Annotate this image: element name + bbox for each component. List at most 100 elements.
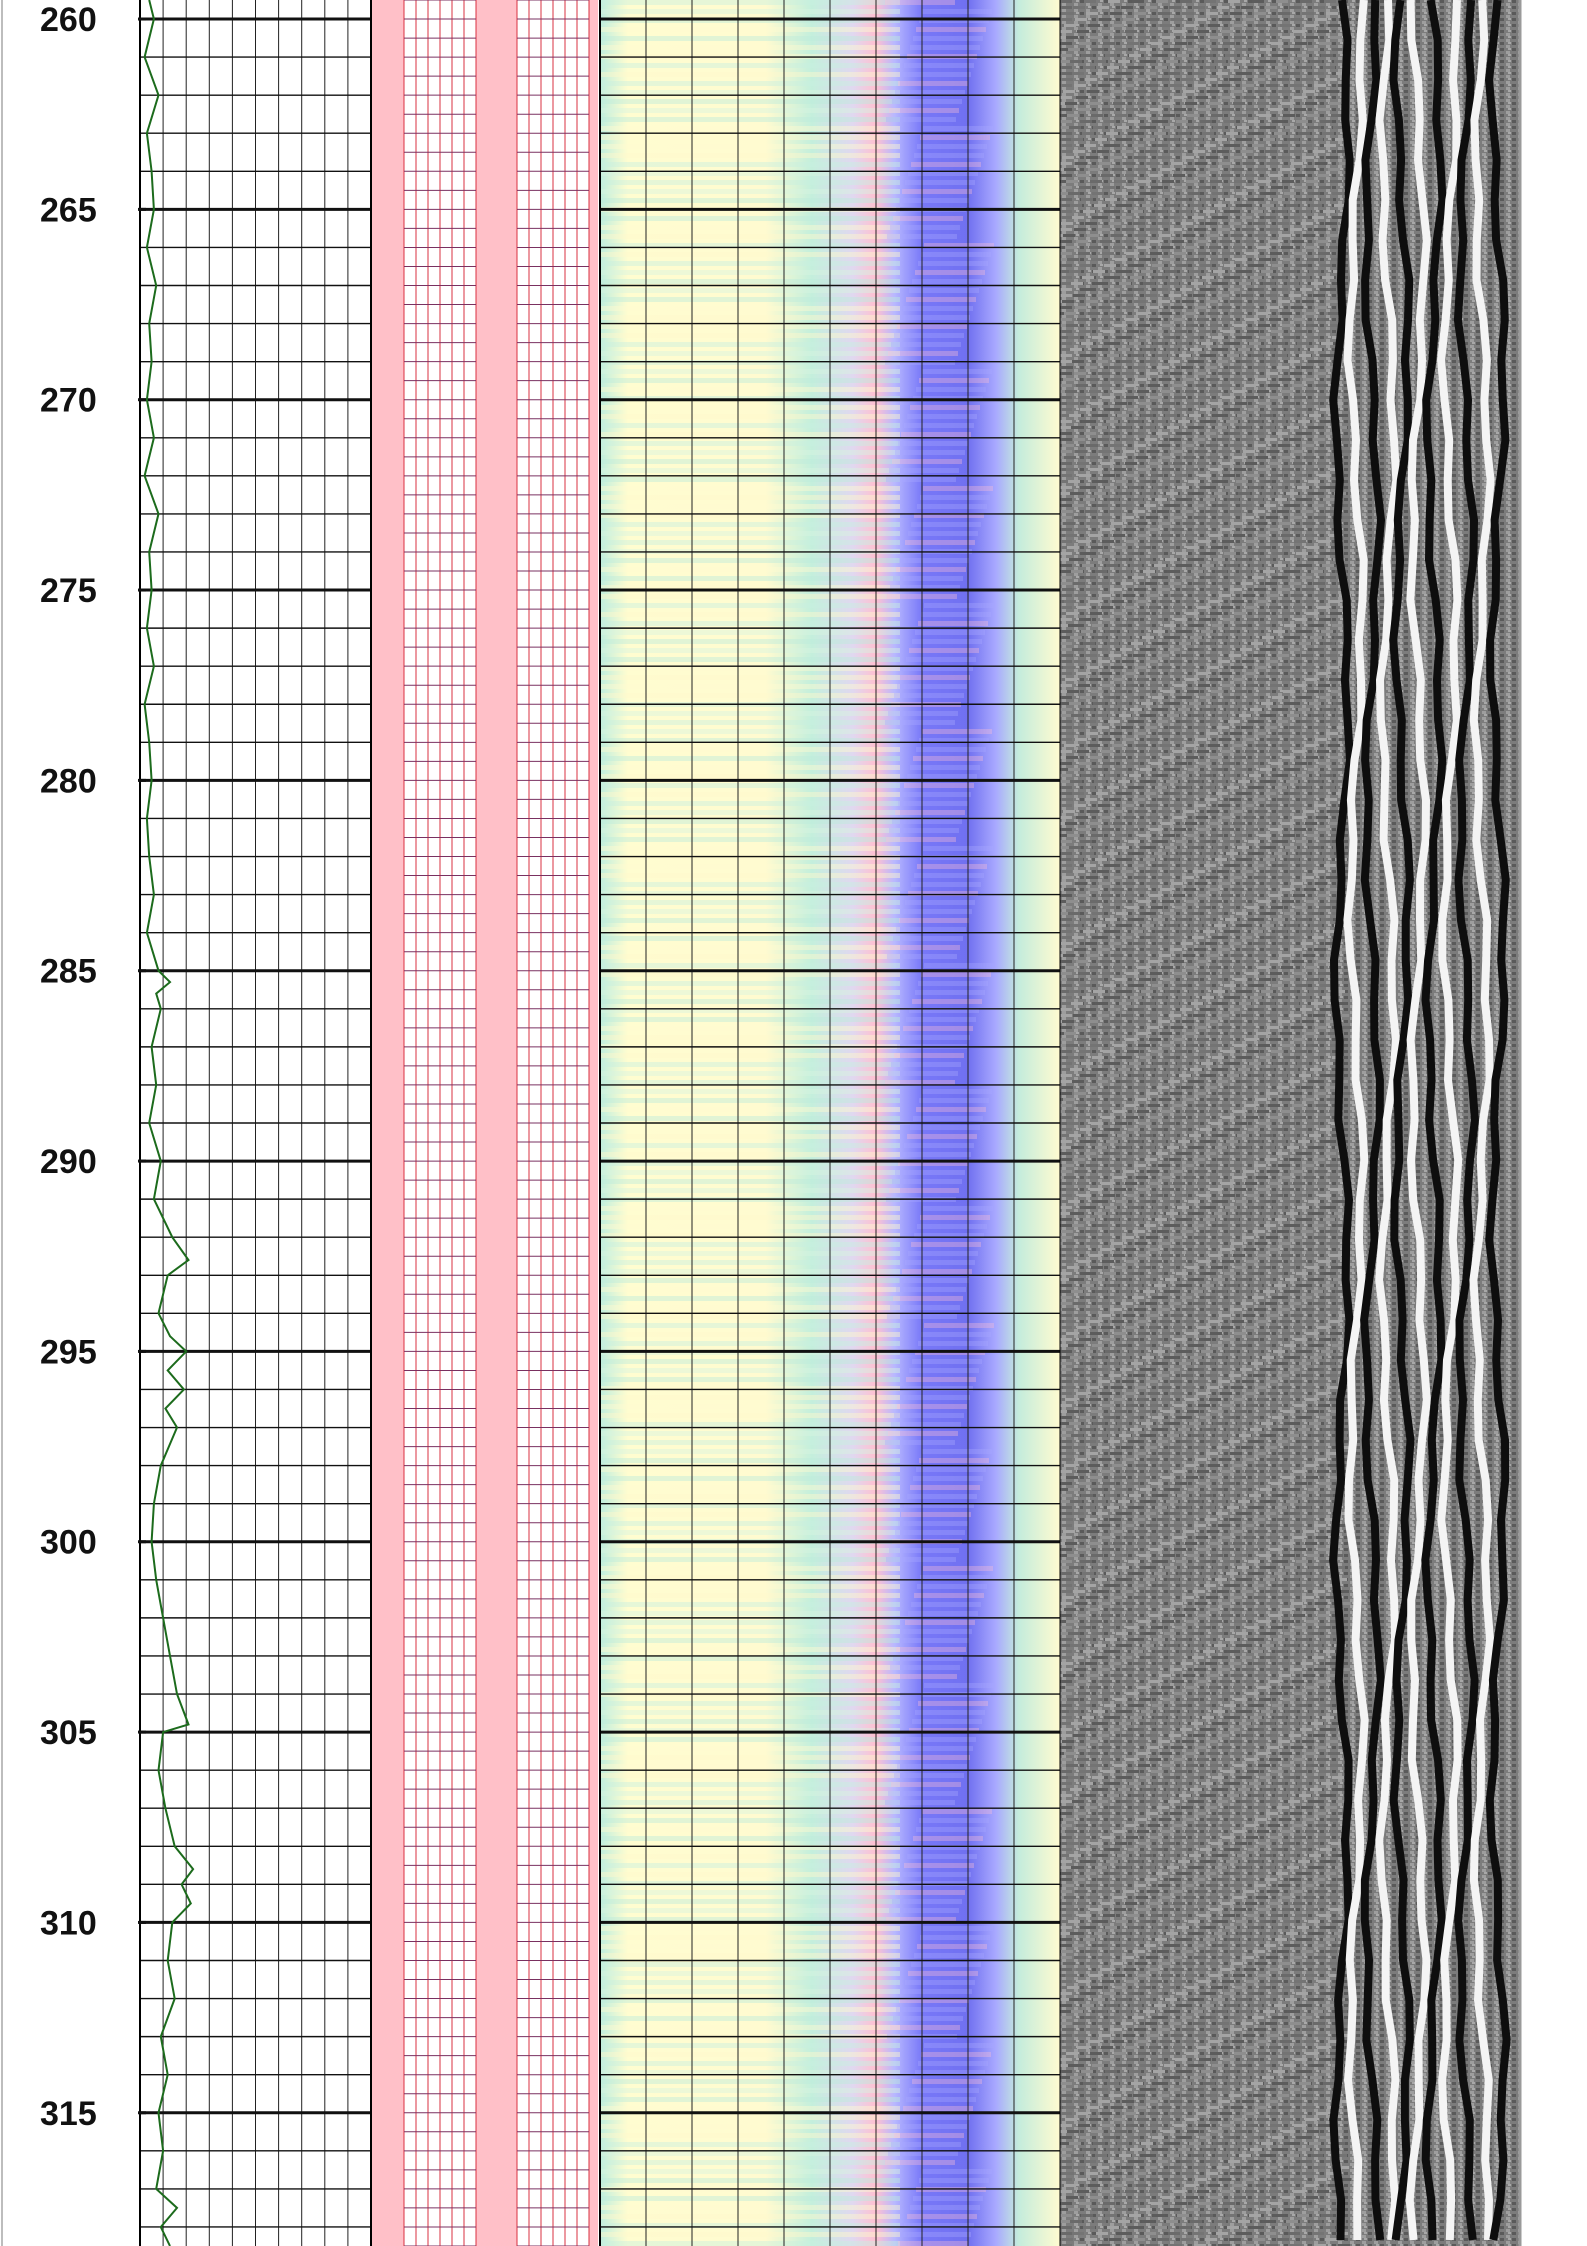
track-4-noise-cell: [1147, 450, 1159, 453]
track-4-noise-cell: [1080, 984, 1092, 987]
track-4-noise-cell: [1070, 636, 1082, 639]
track-4-noise-cell: [1148, 384, 1160, 387]
track-3-pink-blue-band: [916, 1107, 986, 1112]
track-4-noise-cell: [1256, 1176, 1268, 1179]
track-4-noise-cell: [1278, 1740, 1290, 1743]
track-4-noise-cell: [1081, 1782, 1093, 1785]
track-4-noise-cell: [1267, 1314, 1279, 1317]
track-4-noise-cell: [1253, 78, 1265, 81]
track-4-noise-cell: [1128, 1416, 1140, 1419]
track-3-pink-blue-band: [891, 342, 961, 347]
track-4-noise-cell: [1111, 234, 1123, 237]
track-3-pink-blue-band: [911, 1962, 981, 1967]
track-4-noise-cell: [1258, 36, 1270, 39]
track-4-noise-cell: [1215, 1290, 1227, 1293]
track-4-noise-cell: [1235, 546, 1247, 549]
track-4-noise-cell: [1089, 390, 1101, 393]
track-4-noise-cell: [1086, 588, 1098, 591]
track-4-noise-cell: [1124, 1392, 1136, 1395]
track-4-noise-cell: [1240, 1224, 1252, 1227]
track-4-noise-cell: [1094, 204, 1106, 207]
track-4-noise-cell: [1308, 1488, 1320, 1491]
track-4-noise-cell: [1213, 846, 1225, 849]
track-4-noise-cell: [1201, 54, 1213, 57]
track-4-noise-cell: [1301, 222, 1313, 225]
track-4-noise-cell: [1249, 1782, 1261, 1785]
track-4-noise-cell: [1083, 354, 1095, 357]
track-4-noise-cell: [1249, 486, 1261, 489]
track-4-noise-cell: [1066, 900, 1078, 903]
track-3-texture-band: [600, 1314, 900, 1319]
track-4-noise-cell: [1315, 594, 1327, 597]
track-4-noise-cell: [1092, 48, 1104, 51]
track-4-noise-cell: [1318, 1116, 1330, 1119]
track-4-noise-cell: [1177, 918, 1189, 921]
track-4-noise-cell: [1286, 348, 1298, 351]
track-4-noise-cell: [1159, 1818, 1171, 1821]
track-4-noise-cell: [1093, 558, 1105, 561]
track-3-texture-band: [600, 1944, 900, 1949]
track-4-noise-cell: [1310, 492, 1322, 495]
track-4-noise-cell: [1282, 1620, 1294, 1623]
track-4-noise-cell: [1232, 456, 1244, 459]
track-4-noise-cell: [1318, 252, 1330, 255]
track-4-noise-cell: [1060, 420, 1072, 423]
track-3-texture-band: [600, 855, 900, 860]
track-3-pink-blue-band: [905, 1980, 975, 1985]
track-4-noise-cell: [1060, 0, 1072, 3]
track-4-noise-cell: [1117, 1278, 1129, 1281]
track-4-noise-cell: [1181, 366, 1193, 369]
track-4-noise-cell: [1161, 534, 1173, 537]
track-4-noise-cell: [1288, 1080, 1300, 1083]
track-4-noise-cell: [1117, 1854, 1129, 1857]
track-4-noise-cell: [1186, 756, 1198, 759]
track-4-noise-cell: [1069, 558, 1081, 561]
track-3-pink-blue-band: [915, 630, 985, 635]
track-4-noise-cell: [1323, 786, 1335, 789]
track-4-noise-cell: [1297, 1350, 1309, 1353]
track-4-noise-cell: [1145, 1158, 1157, 1161]
track-4-noise-cell: [1196, 1824, 1208, 1827]
track-4-noise-cell: [1167, 714, 1179, 717]
track-4-noise-cell: [1111, 90, 1123, 93]
track-4-noise-cell: [1212, 1056, 1224, 1059]
track-4-noise-cell: [1222, 108, 1234, 111]
track-4-noise-cell: [1210, 1188, 1222, 1191]
track-4-noise-cell: [1227, 1794, 1239, 1797]
track-4-noise-cell: [1182, 1740, 1194, 1743]
track-3-pink-blue-band: [924, 1323, 994, 1328]
track-4-noise-cell: [1267, 882, 1279, 885]
track-4-noise-cell: [1337, 438, 1349, 441]
track-4-noise-cell: [1257, 246, 1269, 249]
track-4-noise-cell: [1104, 1560, 1116, 1563]
track-4-noise-cell: [1318, 108, 1330, 111]
track-4-noise-cell: [1220, 1248, 1232, 1251]
track-4-noise-cell: [1273, 1782, 1285, 1785]
track-4-noise-cell: [1060, 288, 1072, 291]
track-4-noise-cell: [1153, 1062, 1165, 1065]
track-4-noise-cell: [1279, 1674, 1291, 1677]
track-4-noise-cell: [1114, 1908, 1126, 1911]
track-4-noise-cell: [1111, 378, 1123, 381]
track-4-noise-cell: [1193, 294, 1205, 297]
track-3-pink-blue-band: [923, 1926, 993, 1931]
track-4-noise-cell: [1062, 876, 1074, 879]
track-4-noise-cell: [1064, 1608, 1076, 1611]
track-4-noise-cell: [1297, 1638, 1309, 1641]
track-4-noise-cell: [1203, 1650, 1215, 1653]
track-4-noise-cell: [1123, 594, 1135, 597]
track-4-noise-cell: [1167, 570, 1179, 573]
track-3-pink-blue-band: [894, 333, 964, 338]
track-4-noise-cell: [1227, 786, 1239, 789]
track-4-noise-cell: [1228, 720, 1240, 723]
track-4-noise-cell: [1120, 936, 1132, 939]
track-4-noise-cell: [1276, 1296, 1288, 1299]
track-4-noise-cell: [1190, 780, 1202, 783]
track-4-noise-cell: [1117, 1710, 1129, 1713]
track-3-pink-blue-band: [885, 1440, 955, 1445]
track-3-pink-blue-band: [922, 369, 992, 374]
track-4-noise-cell: [1156, 288, 1168, 291]
track-4-noise-cell: [1116, 768, 1128, 771]
track-4-noise-cell: [1140, 624, 1152, 627]
track-4-noise-cell: [1102, 396, 1114, 399]
